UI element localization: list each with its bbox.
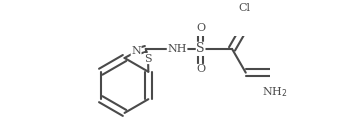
Text: NH$_2$: NH$_2$ [262, 85, 288, 99]
Text: O: O [196, 23, 205, 33]
Text: S: S [197, 42, 205, 55]
Text: Cl: Cl [239, 3, 251, 13]
Text: S: S [144, 54, 152, 64]
Text: N: N [131, 46, 141, 56]
Text: NH: NH [167, 44, 187, 54]
Text: O: O [196, 64, 205, 74]
